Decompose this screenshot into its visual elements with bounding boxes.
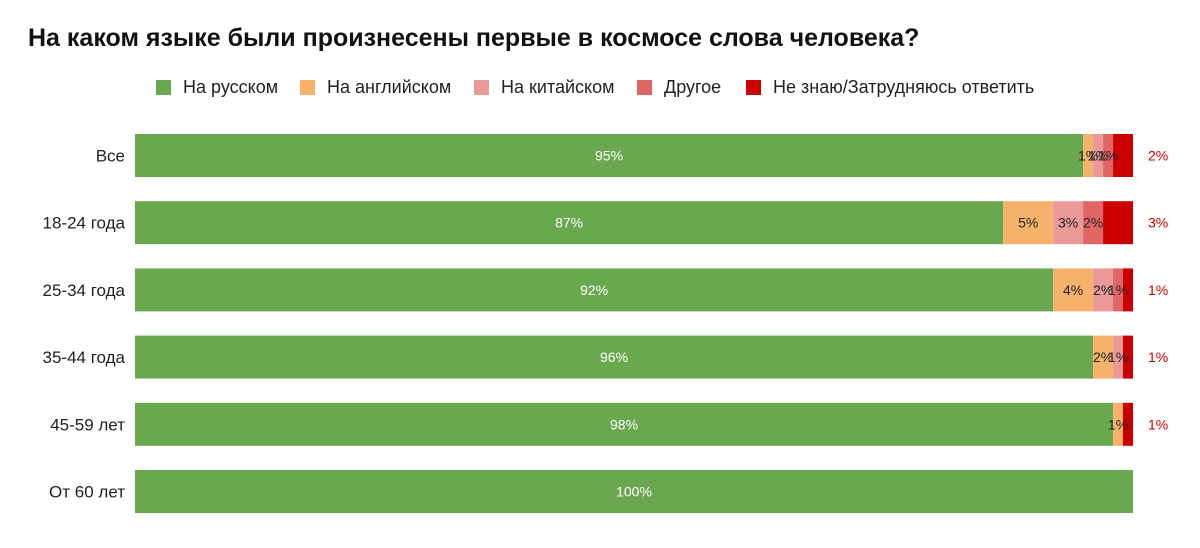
category-label: От 60 лет bbox=[49, 483, 125, 502]
bar-segment-russian bbox=[135, 134, 1084, 177]
bar-segment-english bbox=[1083, 134, 1094, 177]
data-label-dont-know: 1% bbox=[1148, 349, 1168, 365]
bar-segment-english bbox=[1113, 402, 1124, 446]
bar-segment-dont-know bbox=[1123, 335, 1133, 379]
data-label-russian: 96% bbox=[600, 349, 628, 365]
data-label-other: 1% bbox=[1108, 282, 1128, 298]
legend-label: На русском bbox=[183, 76, 279, 97]
data-label-chinese: 1% bbox=[1108, 349, 1128, 365]
bar-segment-other bbox=[1103, 134, 1114, 177]
bar-segment-dont-know bbox=[1103, 201, 1133, 245]
bar-segment-russian bbox=[135, 268, 1054, 312]
legend-item-russian: На русском bbox=[156, 74, 278, 100]
data-label-chinese: 3% bbox=[1058, 215, 1078, 231]
data-label-russian: 100% bbox=[616, 484, 652, 500]
data-label-dont-know: 1% bbox=[1148, 416, 1168, 432]
bar-segment-russian bbox=[135, 201, 1004, 245]
data-label-chinese: 2% bbox=[1093, 282, 1113, 298]
data-label-other: 1% bbox=[1098, 148, 1118, 164]
bar-segment-english bbox=[1093, 335, 1114, 379]
data-label-english: 1% bbox=[1078, 148, 1098, 164]
legend-swatch bbox=[156, 79, 171, 95]
legend-label: Другое bbox=[664, 76, 722, 97]
bar-segment-dont-know bbox=[1113, 134, 1133, 177]
data-label-russian: 92% bbox=[580, 282, 608, 298]
bar-segment-russian bbox=[135, 470, 1133, 513]
data-label-chinese: 1% bbox=[1088, 148, 1108, 164]
bar-segment-dont-know bbox=[1123, 268, 1133, 312]
bar-segment-chinese bbox=[1053, 201, 1084, 245]
bar-segment-other bbox=[1083, 201, 1104, 245]
data-label-russian: 95% bbox=[595, 148, 623, 164]
bar-segment-dont-know bbox=[1123, 402, 1133, 446]
data-label-english: 2% bbox=[1093, 349, 1113, 365]
category-label: Все bbox=[96, 147, 125, 166]
bar-segment-english bbox=[1003, 201, 1054, 245]
data-label-english: 1% bbox=[1108, 416, 1128, 432]
legend-item-english: На английском bbox=[300, 74, 451, 100]
legend-item-other: Другое bbox=[637, 74, 721, 100]
legend-swatch bbox=[746, 79, 761, 95]
legend: На русском На английском На китайском Друго… bbox=[0, 74, 1200, 100]
legend-swatch bbox=[474, 79, 489, 95]
category-label: 25-34 года bbox=[43, 281, 126, 300]
bar-segment-other bbox=[1113, 268, 1124, 312]
category-label: 18-24 года bbox=[43, 214, 126, 233]
legend-label: Не знаю/Затрудняюсь ответить bbox=[773, 76, 1035, 97]
data-label-english: 4% bbox=[1063, 282, 1083, 298]
legend-item-dont-know: Не знаю/Затрудняюсь ответить bbox=[746, 74, 1034, 100]
data-label-other: 2% bbox=[1083, 215, 1103, 231]
bar-segment-chinese bbox=[1093, 134, 1104, 177]
legend-label: На английском bbox=[327, 76, 452, 97]
data-label-dont-know: 1% bbox=[1148, 282, 1168, 298]
data-label-russian: 87% bbox=[555, 215, 583, 231]
legend-swatch bbox=[300, 79, 315, 95]
legend-label: На китайском bbox=[501, 76, 615, 97]
data-label-english: 5% bbox=[1018, 215, 1038, 231]
bar-segment-chinese bbox=[1113, 335, 1124, 379]
bar-segment-russian bbox=[135, 402, 1114, 446]
category-label: 45-59 лет bbox=[50, 415, 125, 434]
chart-title: На каком языке были произнесены первые в… bbox=[28, 24, 920, 52]
data-label-russian: 98% bbox=[610, 416, 638, 432]
bar-segment-russian bbox=[135, 335, 1094, 379]
category-label: 35-44 года bbox=[43, 348, 126, 367]
legend-swatch bbox=[637, 79, 652, 95]
bar-segment-english bbox=[1053, 268, 1094, 312]
legend-item-chinese: На китайском bbox=[474, 74, 615, 100]
data-label-dont-know: 2% bbox=[1148, 148, 1168, 164]
bar-segment-chinese bbox=[1093, 268, 1114, 312]
data-label-dont-know: 3% bbox=[1148, 215, 1168, 231]
